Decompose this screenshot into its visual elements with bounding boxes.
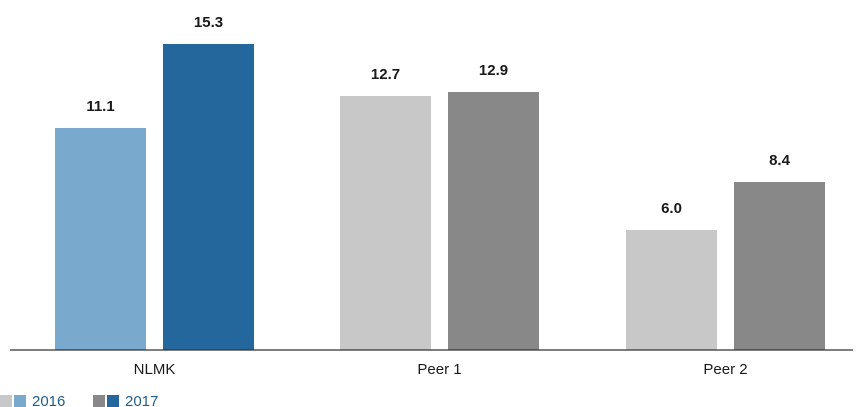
bars-group — [55, 44, 825, 350]
category-label-nlmk: NLMK — [134, 361, 176, 378]
value-labels-group: 11.1 15.3 12.7 12.9 6.0 8.4 — [86, 14, 790, 217]
bar-peer-1-2016 — [340, 96, 431, 350]
bar-peer-2-2016 — [626, 230, 717, 350]
bar-peer-1-2017 — [448, 92, 539, 350]
category-label-peer-2: Peer 2 — [703, 361, 747, 378]
value-label-peer-1-2016: 12.7 — [371, 66, 400, 83]
category-label-peer-1: Peer 1 — [417, 361, 461, 378]
legend-swatch-2017-2 — [107, 395, 119, 407]
legend-swatch-2016-1 — [0, 395, 12, 407]
value-label-nlmk-2017: 15.3 — [194, 14, 223, 31]
value-label-nlmk-2016: 11.1 — [86, 98, 114, 115]
bar-nlmk-2016 — [55, 128, 146, 350]
value-label-peer-2-2017: 8.4 — [769, 152, 791, 169]
bar-nlmk-2017 — [163, 44, 254, 350]
value-label-peer-1-2017: 12.9 — [479, 62, 508, 79]
legend-label-2017: 2017 — [125, 393, 158, 407]
category-labels-group: NLMK Peer 1 Peer 2 — [134, 361, 748, 378]
legend: 2016 2017 — [0, 393, 158, 407]
legend-label-2016: 2016 — [32, 393, 65, 407]
bar-peer-2-2017 — [734, 182, 825, 350]
value-label-peer-2-2016: 6.0 — [661, 200, 682, 217]
legend-swatch-2017-1 — [93, 395, 105, 407]
legend-swatch-2016-2 — [14, 395, 26, 407]
